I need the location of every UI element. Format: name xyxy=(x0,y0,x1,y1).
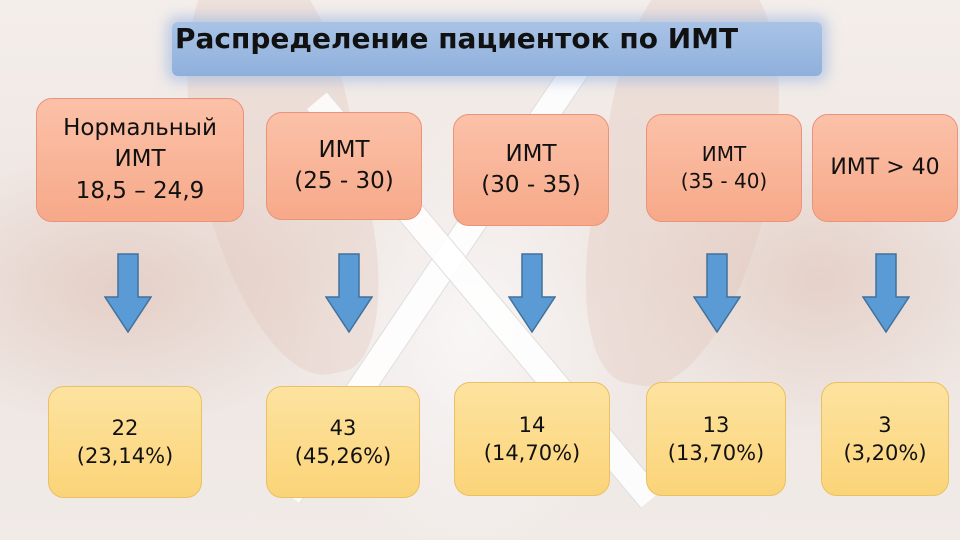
slide-title: Распределение пациенток по ИМТ xyxy=(175,22,739,55)
category-box-over-40: ИМТ > 40 xyxy=(812,114,958,222)
result-box-normal: 22 (23,14%) xyxy=(48,386,202,498)
result-box-over-40: 3 (3,20%) xyxy=(821,382,949,496)
down-arrow-icon xyxy=(693,253,741,333)
title-banner xyxy=(172,22,822,76)
category-box-35-40: ИМТ (35 - 40) xyxy=(646,114,802,222)
result-box-25-30: 43 (45,26%) xyxy=(266,386,420,498)
result-box-35-40: 13 (13,70%) xyxy=(646,382,786,496)
down-arrow-icon xyxy=(104,253,152,333)
category-box-normal: Нормальный ИМТ 18,5 – 24,9 xyxy=(36,98,244,222)
down-arrow-icon xyxy=(325,253,373,333)
category-box-30-35: ИМТ (30 - 35) xyxy=(453,114,609,226)
down-arrow-icon xyxy=(508,253,556,333)
category-box-25-30: ИМТ (25 - 30) xyxy=(266,112,422,220)
result-box-30-35: 14 (14,70%) xyxy=(454,382,610,496)
down-arrow-icon xyxy=(862,253,910,333)
